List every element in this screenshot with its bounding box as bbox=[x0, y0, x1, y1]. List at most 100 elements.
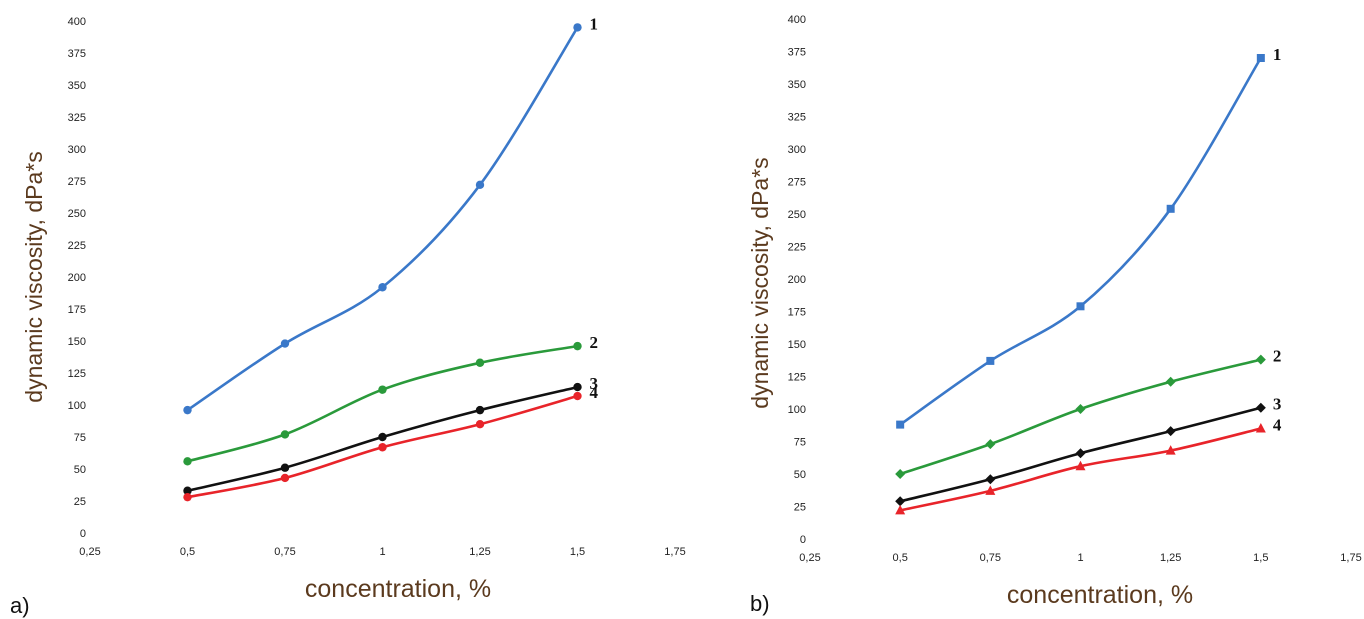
series-line bbox=[186, 26, 579, 412]
series-label: 2 bbox=[1273, 347, 1282, 366]
panel-label: b) bbox=[750, 591, 770, 616]
data-point bbox=[1256, 54, 1265, 62]
data-point bbox=[895, 504, 906, 515]
y-tick-label: 25 bbox=[74, 496, 86, 508]
series-1: 1 bbox=[896, 45, 1281, 429]
data-point bbox=[895, 496, 906, 507]
data-point bbox=[280, 473, 290, 483]
data-point bbox=[475, 405, 485, 415]
series-1: 1 bbox=[183, 14, 598, 415]
data-point bbox=[1255, 402, 1266, 413]
y-tick-label: 150 bbox=[68, 336, 86, 348]
series-2: 2 bbox=[895, 347, 1281, 479]
data-point bbox=[183, 457, 192, 466]
data-point bbox=[1075, 448, 1086, 459]
y-tick-label: 0 bbox=[80, 528, 86, 540]
data-point bbox=[378, 432, 387, 442]
data-point bbox=[985, 485, 996, 495]
y-tick-label: 175 bbox=[68, 304, 86, 316]
y-tick-label: 225 bbox=[788, 242, 806, 254]
y-axis-title: dynamic viscosity, dPa*s bbox=[747, 157, 773, 408]
series-line bbox=[899, 57, 1262, 426]
data-point bbox=[183, 405, 192, 415]
y-tick-label: 75 bbox=[794, 437, 806, 449]
data-point bbox=[1075, 404, 1086, 414]
series-4: 4 bbox=[895, 416, 1282, 515]
data-point bbox=[280, 339, 290, 348]
y-tick-label: 375 bbox=[788, 47, 806, 59]
data-point bbox=[1165, 445, 1176, 455]
y-tick-label: 125 bbox=[68, 368, 86, 380]
data-point bbox=[475, 420, 485, 429]
data-point bbox=[378, 443, 387, 452]
data-point bbox=[1075, 460, 1086, 471]
data-point bbox=[985, 439, 996, 450]
y-tick-label: 375 bbox=[68, 48, 86, 60]
x-tick-label: 1,5 bbox=[1253, 552, 1268, 564]
y-tick-label: 100 bbox=[788, 404, 806, 416]
y-tick-label: 75 bbox=[74, 432, 86, 444]
data-point bbox=[573, 391, 582, 401]
y-tick-label: 325 bbox=[788, 112, 806, 124]
y-tick-label: 50 bbox=[74, 464, 86, 476]
data-point bbox=[573, 341, 582, 351]
series-label: 2 bbox=[590, 333, 599, 352]
data-point bbox=[896, 420, 905, 429]
data-point bbox=[1165, 426, 1176, 437]
series-3: 3 bbox=[895, 395, 1281, 507]
y-tick-label: 125 bbox=[788, 372, 806, 384]
data-point bbox=[895, 469, 906, 479]
y-axis-title: dynamic viscosity, dPa*s bbox=[21, 151, 47, 402]
y-tick-label: 250 bbox=[788, 209, 806, 221]
y-tick-label: 200 bbox=[68, 272, 86, 284]
series-label: 4 bbox=[590, 383, 599, 402]
series-label: 3 bbox=[590, 374, 599, 393]
data-point bbox=[1166, 204, 1175, 213]
data-point bbox=[1255, 423, 1266, 433]
y-tick-label: 325 bbox=[68, 112, 86, 124]
x-tick-label: 0,25 bbox=[799, 552, 820, 564]
y-tick-label: 0 bbox=[800, 534, 806, 546]
series-3: 3 bbox=[183, 374, 598, 495]
x-axis-title: concentration, % bbox=[305, 575, 491, 603]
data-point bbox=[475, 358, 485, 367]
data-point bbox=[573, 382, 582, 392]
series-4: 4 bbox=[183, 383, 599, 502]
data-point bbox=[378, 283, 387, 292]
y-tick-label: 400 bbox=[788, 14, 806, 26]
data-point bbox=[280, 430, 290, 439]
x-tick-label: 1,75 bbox=[664, 546, 685, 558]
x-tick-label: 1,25 bbox=[469, 546, 490, 558]
y-tick-label: 50 bbox=[794, 469, 806, 481]
x-tick-label: 1,75 bbox=[1340, 552, 1361, 564]
y-tick-label: 175 bbox=[788, 307, 806, 319]
y-tick-label: 275 bbox=[788, 177, 806, 189]
data-point bbox=[985, 474, 996, 485]
series-label: 4 bbox=[1273, 416, 1282, 435]
y-tick-label: 300 bbox=[68, 144, 86, 156]
data-point bbox=[378, 385, 387, 394]
data-point bbox=[1076, 302, 1085, 311]
series-2: 2 bbox=[183, 333, 599, 466]
x-tick-label: 1 bbox=[379, 546, 385, 558]
data-point bbox=[986, 356, 995, 365]
x-tick-label: 1 bbox=[1077, 552, 1083, 564]
x-tick-label: 0,5 bbox=[893, 552, 908, 564]
data-point bbox=[1165, 376, 1176, 387]
data-point bbox=[573, 23, 582, 32]
data-point bbox=[280, 463, 290, 472]
y-tick-label: 350 bbox=[788, 79, 806, 91]
y-tick-label: 400 bbox=[68, 16, 86, 28]
chart-panel-b: 0 25 50 75 100 125 150 175 200 225 250 275 300 325 350… bbox=[747, 14, 1362, 616]
x-tick-label: 1,5 bbox=[570, 546, 585, 558]
y-tick-label: 150 bbox=[788, 339, 806, 351]
x-tick-label: 0,75 bbox=[980, 552, 1001, 564]
y-tick-label: 300 bbox=[788, 144, 806, 156]
x-axis-title: concentration, % bbox=[1007, 581, 1193, 609]
data-point bbox=[183, 492, 192, 502]
chart-panel-a: 0 25 50 75 100 125 150 175 200 225 250 275 300 325 350… bbox=[10, 14, 686, 618]
y-tick-label: 200 bbox=[788, 274, 806, 286]
data-point bbox=[183, 486, 192, 495]
y-tick-label: 250 bbox=[68, 208, 86, 220]
